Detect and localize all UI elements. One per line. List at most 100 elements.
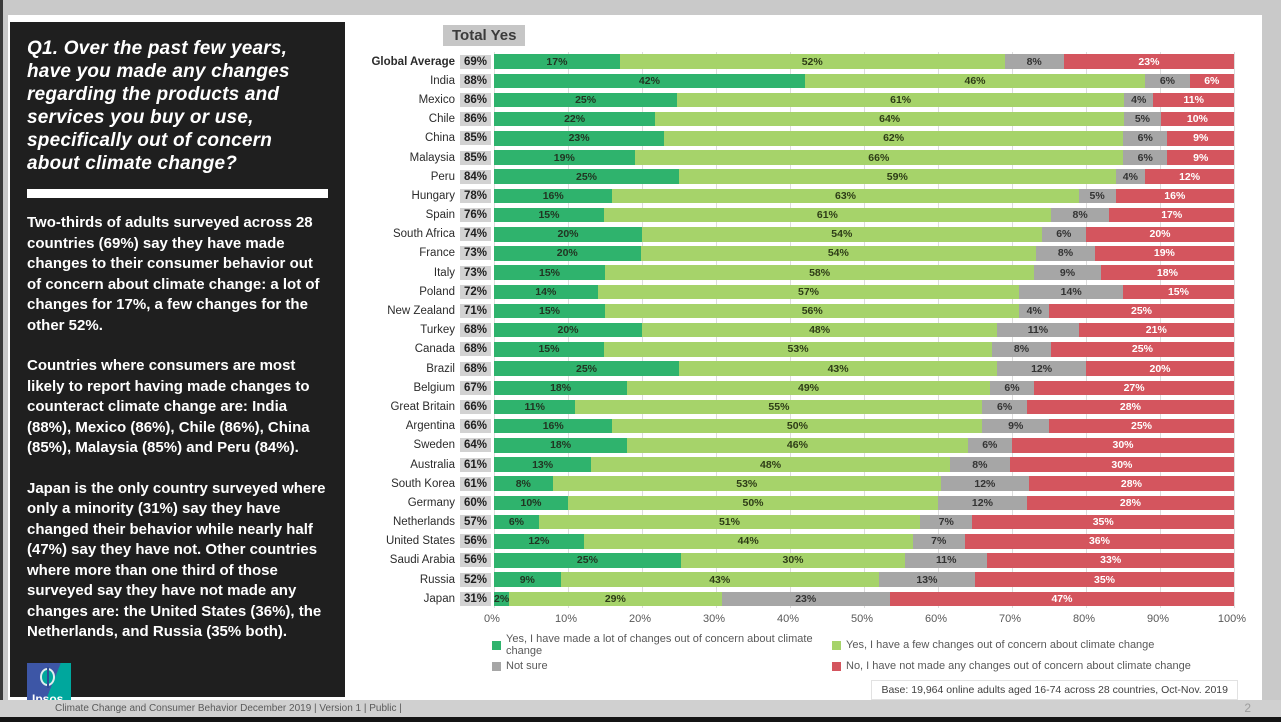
bar-segment-no-changes: 30% [1009, 457, 1234, 472]
stacked-bar: 25% 59% 4% 12% [494, 169, 1234, 184]
total-yes-value: 85% [460, 131, 491, 146]
bar-segment-a-few-changes: 53% [603, 342, 993, 357]
stacked-bar: 15% 58% 9% 18% [494, 265, 1234, 280]
country-label: Germany [407, 496, 455, 509]
x-axis-tick: 40% [776, 613, 800, 626]
x-axis-tick: 100% [1217, 613, 1247, 626]
stacked-bar: 10% 50% 12% 28% [494, 495, 1234, 511]
country-label: Mexico [418, 93, 455, 106]
bar-segment-not-sure: 12% [997, 361, 1086, 376]
total-yes-value: 61% [460, 457, 491, 472]
bar-segment-a-few-changes: 54% [640, 246, 1037, 261]
bar-segment-no-changes: 18% [1100, 265, 1234, 280]
bar-segment-no-changes: 10% [1160, 111, 1234, 127]
bar-segment-a-few-changes: 53% [552, 476, 941, 491]
bar-segment-no-changes: 12% [1145, 169, 1234, 184]
stacked-bar: 16% 50% 9% 25% [494, 418, 1234, 434]
bar-segment-a-few-changes: 30% [680, 553, 906, 568]
x-axis-tick: 90% [1146, 613, 1170, 626]
bar-segment-a-few-changes: 29% [509, 591, 722, 607]
chart-row: Netherlands 57% 6% 51% 7% 35% [340, 513, 1250, 532]
legend-item-a-lot-of-changes: Yes, I have made a lot of changes out of… [492, 633, 832, 657]
country-label: Sweden [413, 439, 455, 452]
bar-segment-not-sure: 4% [1124, 92, 1154, 108]
page-number: 2 [1244, 701, 1251, 715]
total-yes-value: 69% [460, 54, 491, 69]
bar-segment-not-sure: 8% [1004, 54, 1064, 69]
chart-row: Italy 73% 15% 58% 9% 18% [340, 263, 1250, 282]
bar-segment-a-lot-of-changes: 18% [494, 380, 628, 396]
bar-segment-a-lot-of-changes: 18% [494, 438, 628, 453]
country-label: Hungary [411, 189, 455, 202]
stacked-bar: 15% 61% 8% 17% [494, 207, 1234, 223]
chart-row: Chile 86% 22% 64% 5% 10% [340, 110, 1250, 129]
stacked-bar: 25% 30% 11% 33% [494, 553, 1235, 568]
bar-segment-a-few-changes: 63% [612, 188, 1079, 204]
chart-row: New Zealand 71% 15% 56% 4% 25% [340, 301, 1250, 320]
bar-segment-a-few-changes: 43% [560, 572, 879, 587]
chart-row: Belgium 67% 18% 49% 6% 27% [340, 378, 1250, 397]
total-yes-value: 52% [460, 572, 491, 587]
bar-segment-no-changes: 11% [1153, 92, 1235, 108]
stacked-bar: 20% 54% 6% 20% [494, 227, 1234, 242]
bar-segment-not-sure: 4% [1019, 303, 1049, 319]
country-label: France [419, 247, 455, 260]
total-yes-value: 88% [460, 73, 491, 88]
bar-segment-a-few-changes: 62% [664, 131, 1123, 146]
bar-segment-a-lot-of-changes: 6% [494, 514, 539, 530]
country-label: Saudi Arabia [389, 554, 455, 567]
legend-label: Yes, I have a few changes out of concern… [846, 639, 1155, 652]
stacked-bar: 9% 43% 13% 35% [494, 572, 1234, 587]
slide-canvas: Q1. Over the past few years, have you ma… [8, 15, 1262, 709]
chart-row: Great Britain 66% 11% 55% 6% 28% [340, 397, 1250, 416]
bar-segment-a-few-changes: 48% [591, 457, 950, 472]
bar-segment-no-changes: 35% [975, 572, 1234, 587]
chart-row: Global Average 69% 17% 52% 8% 23% [340, 52, 1250, 71]
country-label: Canada [414, 343, 455, 356]
bar-segment-a-lot-of-changes: 2% [494, 591, 510, 607]
bar-segment-a-lot-of-changes: 12% [494, 534, 584, 549]
bar-segment-not-sure: 6% [982, 399, 1027, 415]
bar-segment-no-changes: 19% [1094, 246, 1234, 261]
bar-segment-a-few-changes: 61% [677, 92, 1125, 108]
bar-segment-a-few-changes: 64% [655, 111, 1125, 127]
x-axis-tick: 50% [850, 613, 874, 626]
chart-rows: Global Average 69% 17% 52% 8% 23% India 88% 42% 4… [340, 52, 1250, 608]
bar-segment-a-lot-of-changes: 15% [494, 265, 605, 280]
stacked-bar: 15% 56% 4% 25% [494, 303, 1234, 319]
stacked-bar: 15% 53% 8% 25% [494, 342, 1234, 357]
bar-segment-no-changes: 28% [1028, 476, 1234, 491]
base-note-row: Base: 19,964 online adults aged 16-74 ac… [340, 680, 1250, 701]
total-yes-value: 68% [460, 342, 491, 357]
chart-row: Mexico 86% 25% 61% 4% 11% [340, 90, 1250, 109]
bar-segment-no-changes: 16% [1115, 188, 1235, 204]
legend-swatch-no-changes [832, 661, 841, 671]
chart-title-total-yes: Total Yes [443, 25, 526, 46]
base-note: Base: 19,964 online adults aged 16-74 ac… [871, 680, 1238, 701]
stacked-bar: 8% 53% 12% 28% [494, 476, 1234, 491]
stacked-bar: 6% 51% 7% 35% [494, 514, 1234, 530]
total-yes-value: 86% [460, 92, 491, 107]
x-axis-tick: 0% [484, 613, 500, 626]
stacked-bar: 23% 62% 6% 9% [494, 131, 1234, 146]
chart-row: Hungary 78% 16% 63% 5% 16% [340, 186, 1250, 205]
x-axis-tick: 60% [924, 613, 948, 626]
bar-segment-no-changes: 28% [1026, 399, 1235, 415]
legend-swatch-not-sure [492, 661, 501, 671]
country-label: New Zealand [387, 305, 455, 318]
chart-row: Japan 31% 2% 29% 23% 47% [340, 589, 1250, 608]
bar-segment-no-changes: 30% [1012, 438, 1235, 453]
country-label: Peru [430, 170, 455, 183]
total-yes-value: 73% [460, 265, 491, 280]
x-axis-tick: 10% [554, 613, 578, 626]
country-label: Russia [419, 573, 455, 586]
bar-segment-a-few-changes: 66% [634, 150, 1123, 165]
bar-segment-not-sure: 9% [1034, 265, 1101, 280]
bar-segment-a-lot-of-changes: 23% [494, 131, 665, 146]
x-axis: 0% 10% 20% 30% 40% 50% 60% 70% 80% 90% 100% [340, 611, 1250, 629]
bar-segment-a-few-changes: 61% [603, 207, 1051, 223]
bar-segment-no-changes: 27% [1034, 380, 1234, 396]
stacked-bar: 18% 46% 6% 30% [494, 438, 1235, 453]
chart-row: Brazil 68% 25% 43% 12% 20% [340, 359, 1250, 378]
ipsos-emblem-icon [40, 666, 55, 688]
